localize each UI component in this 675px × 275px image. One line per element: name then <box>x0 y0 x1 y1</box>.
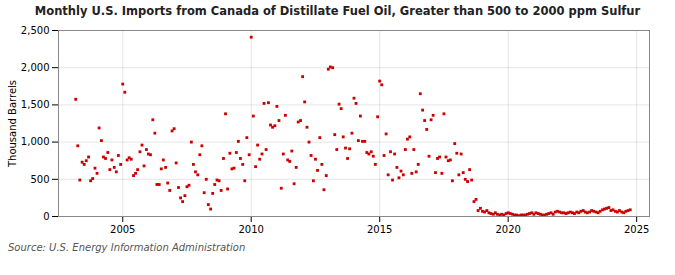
svg-text:2025: 2025 <box>624 224 649 235</box>
svg-text:2020: 2020 <box>495 224 520 235</box>
svg-text:2,000: 2,000 <box>21 62 50 73</box>
svg-text:2005: 2005 <box>110 224 135 235</box>
svg-text:2,500: 2,500 <box>21 25 50 36</box>
html-text:Monthly U.S. Imports from Cana: Monthly U.S. Imports from Canada of Dist… <box>34 4 641 18</box>
svg-text:1,000: 1,000 <box>21 136 50 147</box>
html-text:Source: U.S. Energy Informatio: Source: U.S. Energy Information Administ… <box>8 242 246 253</box>
svg-text:2010: 2010 <box>238 224 263 235</box>
svg-text:500: 500 <box>30 174 49 185</box>
svg-text:Thousand Barrels: Thousand Barrels <box>7 80 18 168</box>
svg-text:0: 0 <box>43 211 49 222</box>
svg-text:2015: 2015 <box>367 224 392 235</box>
svg-text:1,500: 1,500 <box>21 99 50 110</box>
